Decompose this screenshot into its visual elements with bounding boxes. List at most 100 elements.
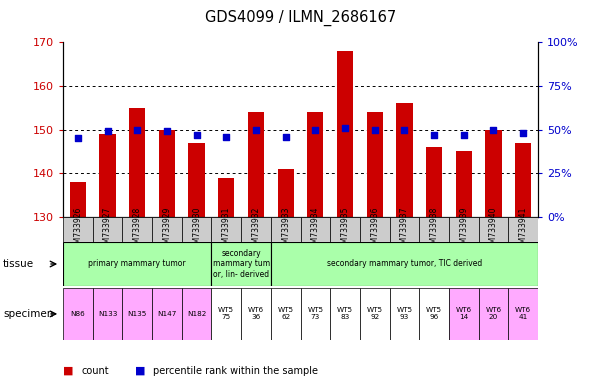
Text: GSM733937: GSM733937	[400, 206, 409, 253]
Text: GSM733932: GSM733932	[251, 206, 260, 253]
Text: WT6
14: WT6 14	[456, 308, 472, 320]
Point	[370, 127, 379, 133]
FancyBboxPatch shape	[508, 288, 538, 340]
Text: GSM733928: GSM733928	[133, 206, 142, 253]
Point	[192, 132, 201, 138]
Point	[251, 127, 261, 133]
FancyBboxPatch shape	[449, 217, 478, 242]
Bar	[248, 112, 264, 217]
FancyBboxPatch shape	[300, 288, 330, 340]
Text: WT6
20: WT6 20	[486, 308, 501, 320]
Bar	[218, 178, 234, 217]
Text: GSM733941: GSM733941	[519, 206, 528, 253]
Text: WT6
41: WT6 41	[515, 308, 531, 320]
FancyBboxPatch shape	[63, 288, 93, 340]
Bar	[337, 51, 353, 217]
Text: GSM733938: GSM733938	[430, 206, 439, 253]
Text: WT5
73: WT5 73	[307, 308, 323, 320]
Text: N86: N86	[70, 311, 85, 317]
FancyBboxPatch shape	[241, 288, 271, 340]
Text: secondary mammary tumor, TIC derived: secondary mammary tumor, TIC derived	[327, 260, 482, 268]
FancyBboxPatch shape	[271, 242, 538, 286]
Text: secondary
mammary tum
or, lin- derived: secondary mammary tum or, lin- derived	[213, 249, 270, 279]
Text: N133: N133	[98, 311, 117, 317]
FancyBboxPatch shape	[478, 288, 508, 340]
Text: ■: ■	[63, 366, 73, 376]
FancyBboxPatch shape	[360, 217, 389, 242]
FancyBboxPatch shape	[330, 288, 360, 340]
Text: WT5
62: WT5 62	[278, 308, 294, 320]
Bar	[278, 169, 294, 217]
FancyBboxPatch shape	[389, 217, 419, 242]
Point	[281, 134, 290, 140]
Bar	[159, 130, 175, 217]
FancyBboxPatch shape	[63, 242, 212, 286]
Bar	[426, 147, 442, 217]
Bar	[485, 130, 502, 217]
FancyBboxPatch shape	[93, 288, 123, 340]
Point	[103, 128, 112, 134]
Point	[400, 127, 409, 133]
Point	[489, 127, 498, 133]
FancyBboxPatch shape	[182, 217, 212, 242]
Text: tissue: tissue	[3, 259, 34, 269]
Text: GSM733935: GSM733935	[341, 206, 350, 253]
FancyBboxPatch shape	[152, 288, 182, 340]
FancyBboxPatch shape	[330, 217, 360, 242]
Text: GSM733940: GSM733940	[489, 206, 498, 253]
Text: WT5
83: WT5 83	[337, 308, 353, 320]
Point	[222, 134, 231, 140]
FancyBboxPatch shape	[389, 288, 419, 340]
Text: N182: N182	[187, 311, 206, 317]
Point	[132, 127, 142, 133]
Text: percentile rank within the sample: percentile rank within the sample	[153, 366, 319, 376]
Text: WT5
93: WT5 93	[396, 308, 412, 320]
FancyBboxPatch shape	[271, 217, 300, 242]
FancyBboxPatch shape	[123, 288, 152, 340]
FancyBboxPatch shape	[271, 288, 300, 340]
Point	[311, 127, 320, 133]
Text: WT6
36: WT6 36	[248, 308, 264, 320]
Text: GDS4099 / ILMN_2686167: GDS4099 / ILMN_2686167	[205, 10, 396, 26]
Text: GSM733926: GSM733926	[73, 206, 82, 253]
Text: WT5
96: WT5 96	[426, 308, 442, 320]
Text: GSM733931: GSM733931	[222, 206, 231, 253]
FancyBboxPatch shape	[182, 288, 212, 340]
Bar	[70, 182, 86, 217]
FancyBboxPatch shape	[212, 288, 241, 340]
Text: GSM733933: GSM733933	[281, 206, 290, 253]
Point	[340, 125, 350, 131]
FancyBboxPatch shape	[508, 217, 538, 242]
FancyBboxPatch shape	[212, 242, 271, 286]
Bar	[396, 103, 412, 217]
Text: specimen: specimen	[3, 309, 53, 319]
FancyBboxPatch shape	[152, 217, 182, 242]
Text: GSM733936: GSM733936	[370, 206, 379, 253]
Text: count: count	[81, 366, 109, 376]
FancyBboxPatch shape	[419, 217, 449, 242]
Bar	[367, 112, 383, 217]
Point	[162, 128, 172, 134]
Text: GSM733934: GSM733934	[311, 206, 320, 253]
Point	[518, 130, 528, 136]
Text: GSM733939: GSM733939	[459, 206, 468, 253]
Text: GSM733930: GSM733930	[192, 206, 201, 253]
Bar	[307, 112, 323, 217]
Point	[459, 132, 469, 138]
FancyBboxPatch shape	[360, 288, 389, 340]
Text: GSM733927: GSM733927	[103, 206, 112, 253]
FancyBboxPatch shape	[300, 217, 330, 242]
Text: N135: N135	[127, 311, 147, 317]
FancyBboxPatch shape	[478, 217, 508, 242]
Point	[429, 132, 439, 138]
Text: WT5
92: WT5 92	[367, 308, 383, 320]
Text: N147: N147	[157, 311, 177, 317]
Bar	[515, 143, 531, 217]
Bar	[456, 151, 472, 217]
FancyBboxPatch shape	[123, 217, 152, 242]
FancyBboxPatch shape	[93, 217, 123, 242]
FancyBboxPatch shape	[241, 217, 271, 242]
Text: GSM733929: GSM733929	[162, 206, 171, 253]
FancyBboxPatch shape	[449, 288, 478, 340]
Bar	[99, 134, 116, 217]
